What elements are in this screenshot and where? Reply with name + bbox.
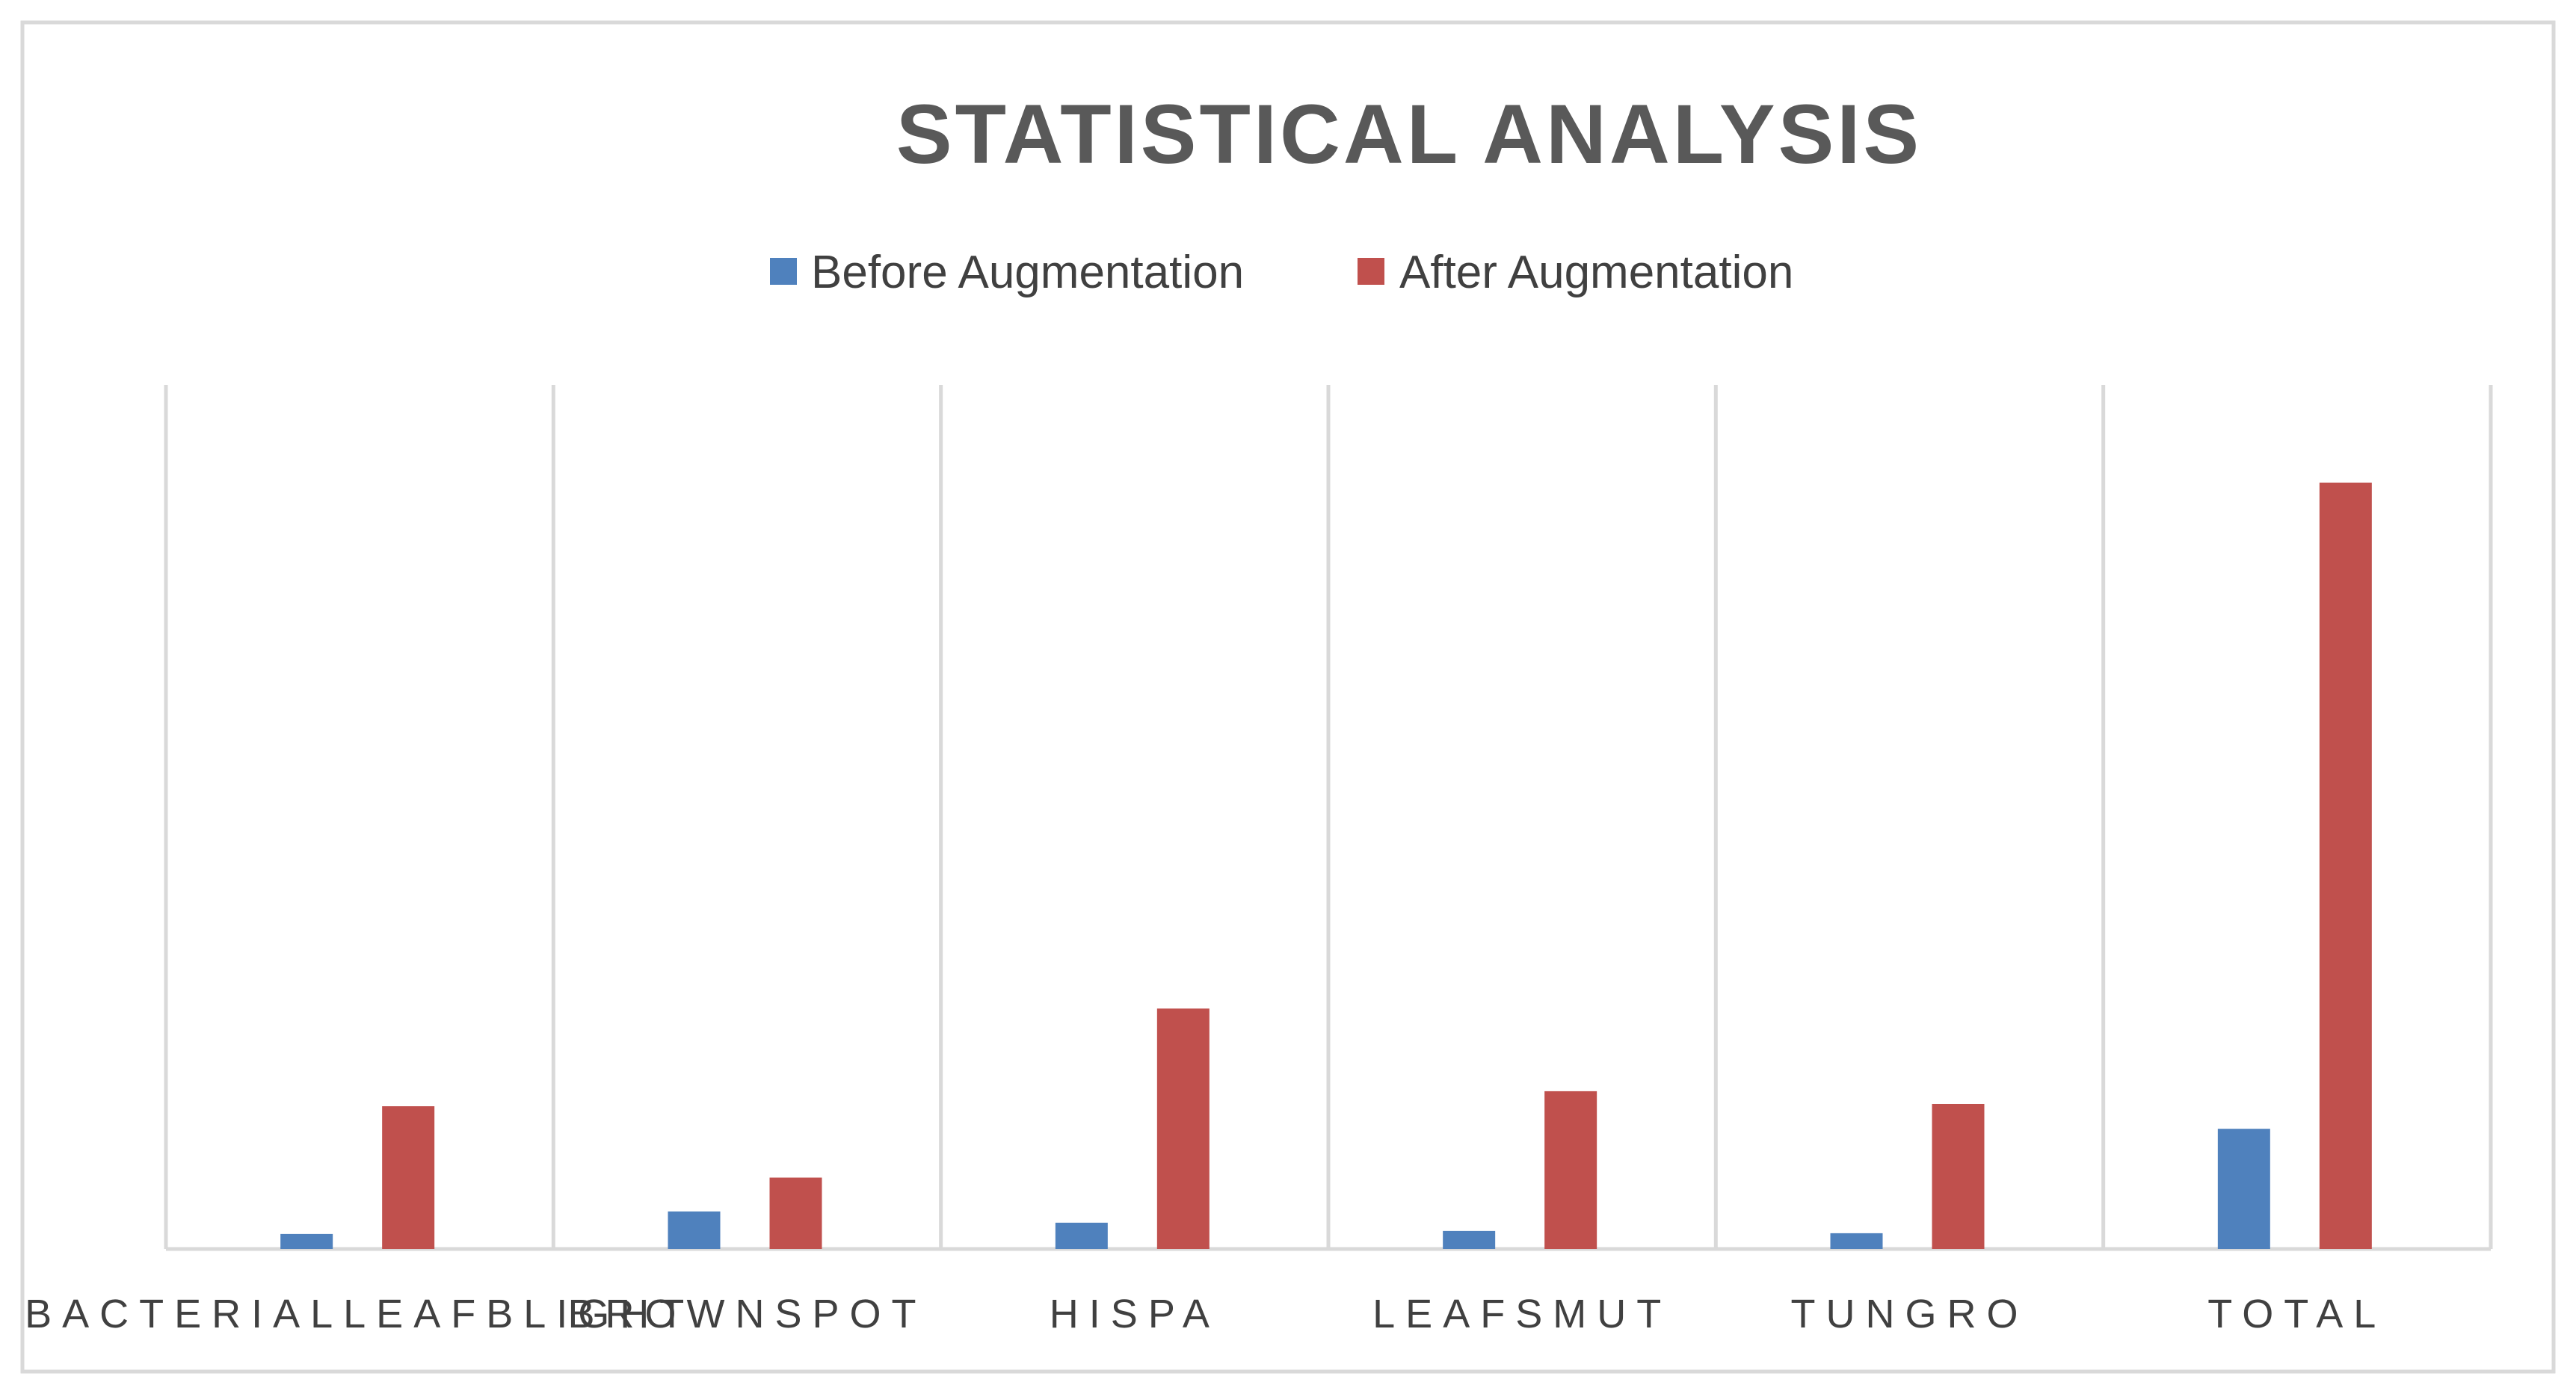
legend-label-before-augmentation: Before Augmentation — [811, 247, 1244, 298]
category-label-leafsmut: LEAFSMUT — [1372, 1292, 1671, 1336]
legend-label-after-augmentation: After Augmentation — [1399, 247, 1793, 298]
category-label-bacterialleafblight: BACTERIALLEAFBLIGHT — [25, 1292, 694, 1336]
bars — [280, 482, 2372, 1250]
bar-after-augmentation-leafsmut — [1544, 1091, 1597, 1249]
chart-frame — [20, 20, 2556, 1374]
bar-after-augmentation-brownspot — [769, 1177, 822, 1249]
category-label-tungro: TUNGRO — [1791, 1292, 2029, 1336]
bar-before-augmentation-brownspot — [668, 1211, 721, 1249]
bar-after-augmentation-total — [2319, 482, 2372, 1250]
bar-before-augmentation-hispa — [1055, 1222, 1108, 1249]
category-label-hispa: HISPA — [1050, 1292, 1220, 1336]
bar-after-augmentation-bacterialleafblight — [382, 1106, 435, 1249]
bar-before-augmentation-total — [2217, 1129, 2270, 1249]
bar-before-augmentation-leafsmut — [1443, 1230, 1496, 1249]
bar-before-augmentation-bacterialleafblight — [280, 1233, 333, 1249]
bar-after-augmentation-tungro — [1932, 1103, 1985, 1249]
bar-after-augmentation-hispa — [1156, 1008, 1210, 1249]
legend-swatch-before-augmentation — [770, 258, 797, 285]
chart-title: STATISTICAL ANALYSIS — [896, 87, 1922, 181]
legend: Before Augmentation After Augmentation — [770, 247, 1793, 298]
category-label-brownspot: BROWNSPOT — [567, 1292, 926, 1336]
category-grid — [164, 385, 2493, 1251]
bar-before-augmentation-tungro — [1830, 1233, 1883, 1249]
category-label-total: TOTAL — [2207, 1292, 2386, 1336]
legend-swatch-after-augmentation — [1358, 258, 1384, 285]
